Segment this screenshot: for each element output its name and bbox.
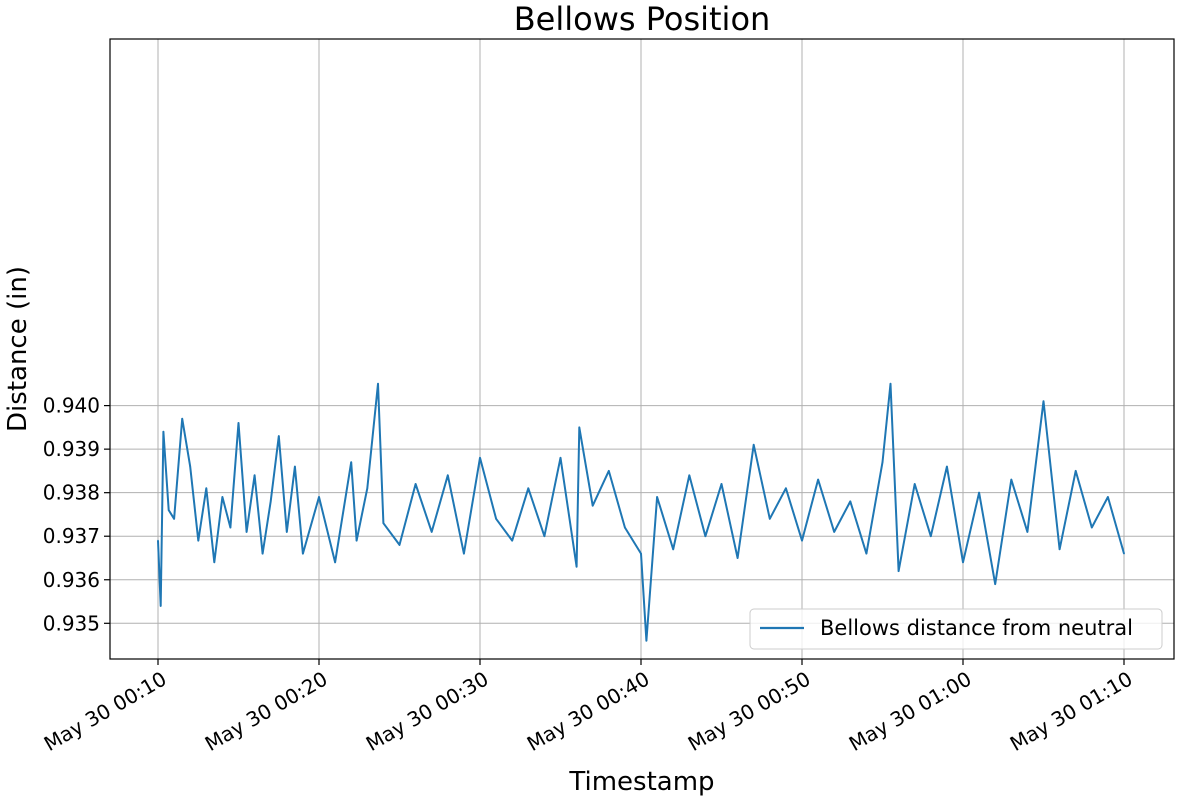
data-point (1107, 496, 1109, 498)
data-point (355, 539, 358, 542)
data-point (430, 531, 433, 533)
data-point (447, 474, 449, 477)
data-point (543, 535, 546, 537)
grid (110, 39, 1174, 659)
data-point (237, 422, 240, 424)
data-point (1123, 552, 1125, 555)
data-point (559, 457, 562, 459)
data-point (720, 483, 723, 485)
data-point (704, 535, 707, 537)
data-point (801, 539, 803, 542)
data-point (286, 531, 288, 533)
data-point (930, 535, 932, 537)
data-point (495, 518, 497, 520)
data-point (1026, 531, 1029, 533)
data-point (645, 639, 648, 642)
data-point (479, 457, 481, 459)
y-tick-label: 0.935 (43, 611, 100, 635)
data-point (245, 531, 248, 533)
y-tick-label: 0.937 (43, 524, 100, 548)
data-point (511, 539, 513, 542)
data-point (962, 561, 964, 564)
data-point (302, 552, 304, 555)
data-point (865, 552, 868, 555)
legend: Bellows distance from neutral (749, 608, 1163, 650)
data-point (181, 417, 183, 420)
data-point (229, 526, 232, 529)
data-point (656, 496, 658, 498)
data-point (889, 383, 892, 385)
data-point (527, 487, 530, 490)
data-point (752, 444, 755, 446)
legend-box (749, 608, 1163, 650)
data-point (269, 500, 272, 503)
legend-label: Bellows distance from neutral (820, 616, 1133, 640)
data-point (817, 478, 819, 481)
data-point (159, 605, 162, 607)
data-point (575, 565, 578, 568)
data-point (278, 435, 280, 437)
data-point (294, 465, 296, 468)
data-point (261, 552, 264, 555)
data-point (318, 496, 320, 498)
data-point (913, 483, 916, 485)
y-tick-label: 0.936 (43, 568, 100, 592)
data-point (608, 470, 610, 472)
data-point (624, 526, 626, 529)
y-tick-label: 0.940 (43, 394, 100, 418)
data-point (1091, 526, 1093, 529)
data-point (398, 544, 401, 546)
data-point (162, 430, 165, 433)
data-point (253, 474, 256, 477)
data-point (978, 491, 980, 494)
y-tick-label: 0.939 (43, 437, 100, 461)
data-point (414, 483, 417, 485)
data-point (173, 518, 175, 520)
data-point (377, 383, 379, 385)
series-layer (157, 382, 1125, 642)
data-point (463, 552, 465, 555)
data-point (1074, 470, 1077, 472)
data-point (167, 509, 170, 511)
data-point (785, 487, 787, 490)
data-point (189, 465, 191, 468)
chart-title: Bellows Position (514, 0, 771, 38)
data-point (736, 557, 739, 559)
data-point (769, 518, 771, 520)
data-point (350, 461, 353, 464)
data-point (994, 583, 996, 585)
data-point (881, 461, 884, 464)
data-point (591, 504, 594, 507)
data-point (197, 539, 200, 542)
data-point (578, 426, 581, 429)
data-point (897, 570, 900, 572)
y-axis: 0.935 0.936 0.937 0.938 0.939 0.940 (43, 394, 110, 635)
x-axis-label: Timestamp (568, 767, 714, 797)
data-point (366, 487, 369, 490)
data-point (205, 487, 208, 490)
y-tick-label: 0.938 (43, 481, 100, 505)
data-point (688, 474, 691, 477)
data-point (213, 561, 216, 564)
data-point (849, 500, 852, 503)
y-axis-label: Distance (in) (3, 266, 33, 432)
plot-frame (109, 38, 1175, 660)
data-point (221, 496, 224, 498)
data-point (334, 561, 336, 564)
data-point (1058, 548, 1061, 551)
data-point (1042, 400, 1045, 403)
data-point (640, 552, 642, 555)
data-point (382, 522, 385, 524)
data-point (1010, 478, 1013, 481)
data-point (157, 539, 159, 542)
data-point (833, 531, 835, 533)
data-point (672, 548, 674, 551)
data-point (946, 465, 948, 468)
